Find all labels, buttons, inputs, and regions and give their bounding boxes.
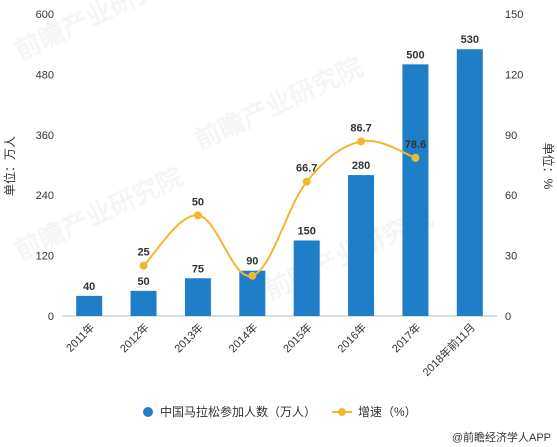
bar-value-label: 90	[246, 256, 258, 268]
bar	[348, 175, 375, 316]
growth-point	[357, 137, 366, 146]
left-tick-label: 360	[36, 130, 54, 142]
right-tick-label: 120	[505, 69, 523, 81]
x-tick-label: 2014年	[225, 320, 260, 355]
right-axis-title: 单位：%	[541, 143, 556, 190]
growth-labels: 25 50 66.7 86.7 78.6	[137, 122, 426, 258]
left-tick-label: 0	[48, 311, 54, 323]
bar	[402, 64, 429, 316]
x-tick-label: 2013年	[171, 320, 206, 355]
right-tick-label: 0	[505, 311, 511, 323]
right-axis-ticks: 0 30 60 90 120 150	[505, 9, 523, 323]
growth-point	[411, 153, 420, 162]
bar-value-label: 280	[352, 160, 370, 172]
right-tick-label: 60	[505, 190, 517, 202]
right-tick-label: 150	[505, 9, 523, 21]
left-tick-label: 600	[36, 9, 54, 21]
x-tick-label: 2017年	[389, 320, 424, 355]
legend-bar-label: 中国马拉松参加人数（万人）	[160, 404, 316, 419]
left-axis-ticks: 0 120 240 360 480 600	[36, 9, 54, 323]
left-tick-label: 240	[36, 190, 54, 202]
bar	[130, 290, 157, 316]
left-tick-label: 480	[36, 69, 54, 81]
legend-line-marker	[338, 408, 346, 416]
growth-value-label: 25	[137, 247, 149, 259]
right-tick-label: 90	[505, 130, 517, 142]
x-tick-label: 2012年	[117, 320, 152, 355]
growth-point	[302, 177, 311, 186]
plot-area: 40 50 75 90 150 280 500 530 25 50 66.7 86.7 78.6	[62, 34, 497, 317]
growth-value-label: 66.7	[296, 163, 317, 175]
x-axis-ticks: 2011年 2012年 2013年 2014年 2015年 2016年 2017年2018年…	[63, 320, 478, 379]
growth-value-label: 50	[192, 196, 204, 208]
growth-point	[193, 211, 202, 220]
bar	[293, 240, 320, 316]
bar-value-label: 50	[137, 276, 149, 288]
right-tick-label: 30	[505, 251, 517, 263]
x-tick-label: 2016年	[334, 320, 369, 355]
x-tick-label: 2011年	[63, 320, 97, 354]
bar-value-label: 530	[461, 34, 479, 46]
legend: 中国马拉松参加人数（万人） 增速（%）	[143, 404, 417, 419]
bar-labels: 40 50 75 90 150 280 500 530	[83, 34, 479, 293]
growth-point	[139, 261, 148, 270]
x-tick-label: 2015年	[280, 320, 315, 355]
source-credit: @前瞻经济学人APP	[452, 430, 551, 444]
watermark-2: 前瞻产业研究院	[190, 51, 368, 155]
bar	[76, 295, 103, 316]
bars	[76, 49, 483, 316]
bar-value-label: 75	[192, 263, 204, 275]
x-tick-label: 2018年前11月	[419, 320, 478, 379]
bar	[184, 278, 211, 316]
growth-value-label: 86.7	[350, 122, 371, 134]
bar-value-label: 500	[406, 49, 424, 61]
bar-value-label: 40	[83, 281, 95, 293]
legend-bar-swatch	[143, 407, 153, 417]
legend-line-label: 增速（%）	[358, 405, 417, 419]
growth-points	[139, 137, 420, 280]
left-axis-title: 单位：万人	[2, 136, 17, 196]
bar-value-label: 150	[298, 226, 316, 238]
growth-point	[248, 271, 257, 280]
bar	[456, 49, 483, 316]
left-tick-label: 120	[36, 251, 54, 263]
growth-value-label: 78.6	[405, 139, 426, 151]
